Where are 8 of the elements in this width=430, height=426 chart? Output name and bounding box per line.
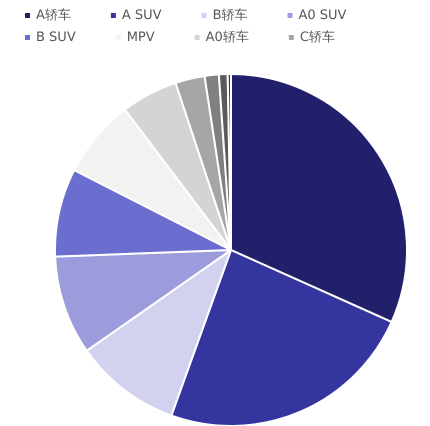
legend-label: A轿车: [36, 8, 71, 23]
legend-label: B SUV: [36, 30, 76, 45]
legend-label: C轿车: [300, 30, 335, 45]
legend-label: A0 SUV: [298, 8, 347, 23]
legend-label: A0轿车: [206, 30, 249, 45]
legend-label: B轿车: [212, 8, 248, 23]
legend-label: MPV: [126, 30, 155, 45]
legend-label: A SUV: [122, 8, 162, 23]
